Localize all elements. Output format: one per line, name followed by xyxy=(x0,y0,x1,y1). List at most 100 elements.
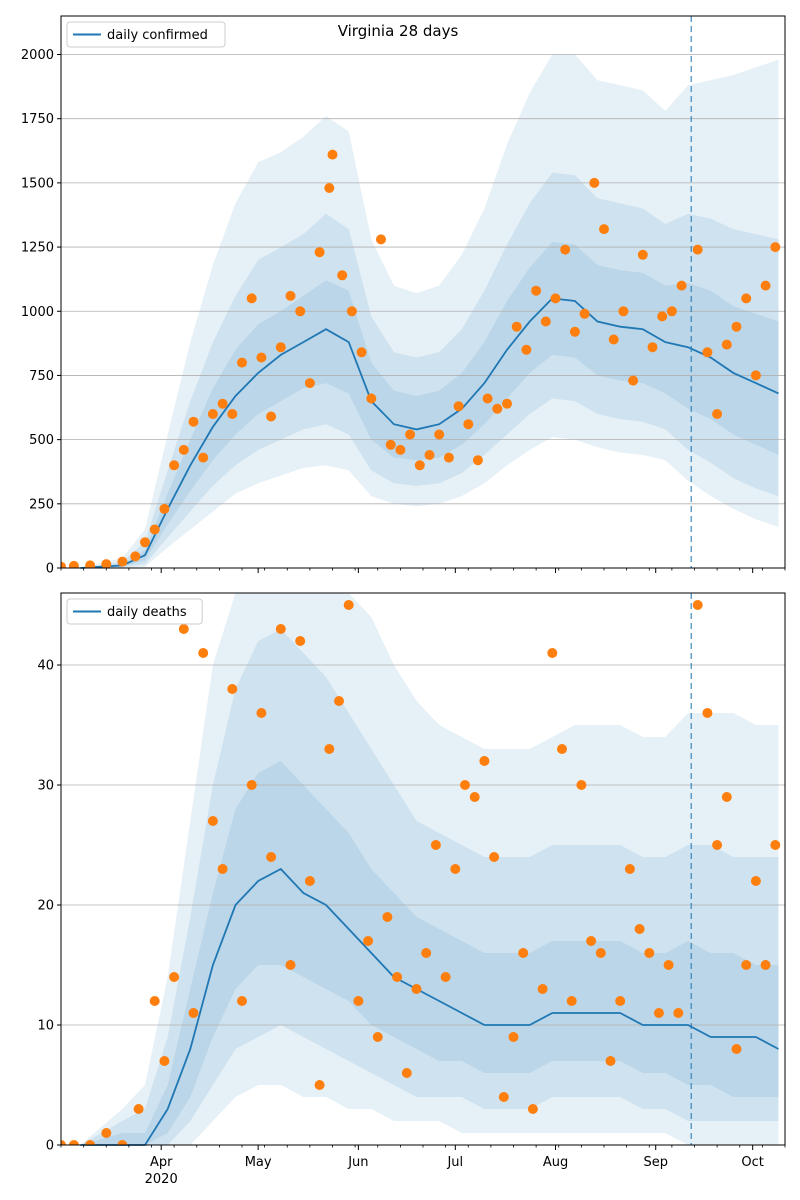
data-point xyxy=(443,452,454,463)
data-point xyxy=(566,996,577,1006)
data-point xyxy=(760,280,771,291)
data-point xyxy=(644,948,655,958)
data-point xyxy=(169,972,180,982)
data-point xyxy=(159,1056,170,1066)
data-point xyxy=(634,924,645,934)
data-point xyxy=(68,1140,79,1145)
deaths-line xyxy=(80,867,779,1146)
data-point xyxy=(430,840,441,850)
data-point xyxy=(498,1092,509,1102)
data-point xyxy=(692,244,703,255)
data-point xyxy=(68,560,79,568)
legend-label: daily confirmed xyxy=(107,28,208,43)
data-point xyxy=(149,996,160,1006)
data-point xyxy=(731,1044,742,1054)
data-point xyxy=(492,403,503,414)
data-point xyxy=(440,972,451,982)
data-point xyxy=(511,321,522,332)
confirmed-legend: daily confirmed xyxy=(66,21,226,48)
data-point xyxy=(531,285,542,296)
data-point xyxy=(366,393,377,404)
data-point xyxy=(188,416,199,427)
data-point xyxy=(405,429,416,440)
data-point xyxy=(169,460,180,471)
data-point xyxy=(712,840,723,850)
data-point xyxy=(314,1080,325,1090)
data-point xyxy=(599,224,609,235)
data-point xyxy=(61,1140,66,1145)
data-point xyxy=(198,648,209,658)
data-point xyxy=(424,450,435,460)
data-point xyxy=(589,177,600,188)
data-point xyxy=(392,972,403,982)
y-tick-label: 250 xyxy=(29,497,54,512)
data-point xyxy=(702,708,713,718)
data-point xyxy=(760,960,771,970)
data-point xyxy=(149,524,160,535)
data-point xyxy=(304,378,315,389)
series-line xyxy=(80,867,779,1146)
data-point xyxy=(61,561,66,568)
y-tick-label: 750 xyxy=(29,369,54,384)
deaths-legend: daily deaths xyxy=(66,598,203,625)
deaths-x-ticks: Apr May Jun Jul Aug Sep Oct xyxy=(60,1145,786,1170)
data-point xyxy=(376,234,386,245)
data-point xyxy=(178,444,189,455)
data-point xyxy=(469,792,480,802)
x-tick-label: Jun xyxy=(347,1155,368,1170)
data-point xyxy=(275,624,286,634)
data-point xyxy=(275,342,286,353)
x-tick-label: Aug xyxy=(543,1155,568,1170)
bottom-chart: 0 10 20 30 40 Apr May Jun Jul Aug Sep Oct 2020 dai… xyxy=(37,592,786,1187)
data-point xyxy=(117,1140,128,1145)
data-point xyxy=(615,996,626,1006)
data-point xyxy=(692,600,703,610)
data-point xyxy=(117,556,128,567)
data-point xyxy=(198,452,209,463)
data-point xyxy=(521,344,532,355)
y-tick-label: 500 xyxy=(29,433,54,448)
y-tick-label: 1750 xyxy=(21,112,54,127)
data-point xyxy=(227,684,238,694)
data-point xyxy=(295,306,306,317)
year-label: 2020 xyxy=(145,1172,178,1187)
data-point xyxy=(159,503,170,514)
confirmed-x-ticks xyxy=(60,568,786,573)
data-point xyxy=(450,864,461,874)
data-point xyxy=(770,840,781,850)
data-point xyxy=(217,864,228,874)
x-tick-label: Jul xyxy=(446,1155,463,1170)
data-point xyxy=(508,1032,519,1042)
data-point xyxy=(346,306,357,317)
data-point xyxy=(560,244,571,255)
data-point xyxy=(334,696,344,706)
data-point xyxy=(540,316,551,327)
y-tick-label: 10 xyxy=(37,1019,54,1034)
data-point xyxy=(628,375,639,386)
data-point xyxy=(256,352,267,363)
data-point xyxy=(188,1008,199,1018)
data-point xyxy=(382,912,393,922)
data-point xyxy=(363,936,374,946)
data-point xyxy=(353,996,364,1006)
data-point xyxy=(673,1008,684,1018)
y-tick-label: 1000 xyxy=(21,305,54,320)
data-point xyxy=(595,948,606,958)
data-point xyxy=(295,636,306,646)
data-point xyxy=(537,984,548,994)
data-point xyxy=(472,455,483,466)
data-point xyxy=(518,948,529,958)
y-tick-label: 0 xyxy=(46,562,54,577)
y-tick-label: 30 xyxy=(37,779,54,794)
data-point xyxy=(207,409,218,419)
data-point xyxy=(750,370,761,381)
data-point xyxy=(246,780,257,790)
data-point xyxy=(140,537,150,548)
data-point xyxy=(741,293,752,304)
y-tick-label: 0 xyxy=(46,1139,54,1154)
data-point xyxy=(256,708,267,718)
data-point xyxy=(576,780,587,790)
data-point xyxy=(666,306,677,317)
confirmed-gridlines xyxy=(61,54,785,505)
